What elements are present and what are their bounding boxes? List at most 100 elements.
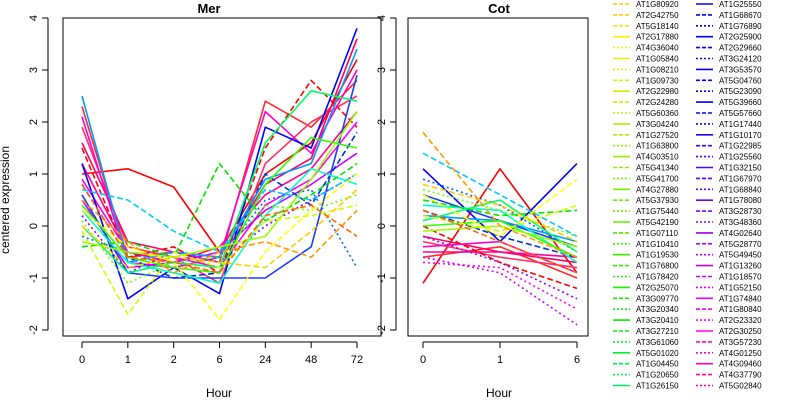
y-tick-label-cot: 0	[376, 223, 388, 229]
series-line-cot-14	[422, 178, 578, 253]
legend-label: AT5G01020	[636, 349, 679, 358]
legend-label: AT3G04240	[636, 120, 679, 129]
y-tick-label-mer: 3	[28, 67, 40, 73]
legend-label: AT1G75440	[636, 207, 679, 216]
legend: AT1G80920 AT2G42750 AT5G18140 AT2G17880 AT4G…	[613, 0, 762, 391]
series-line-mer-26	[81, 199, 358, 274]
legend-label: AT3G24120	[719, 55, 762, 64]
x-tick-label-cot: 6	[574, 354, 580, 366]
x-tick-label-cot: 1	[497, 354, 503, 366]
legend-label: AT1G25550	[719, 0, 762, 9]
legend-label: AT5G04760	[719, 76, 762, 85]
panel-cot: Cot Hour 0 1 6 -2 -1 0 1 2 3 4	[376, 1, 589, 400]
series-line-cot-8	[422, 261, 578, 310]
legend-label: AT4G37790	[719, 371, 762, 380]
series-line-cot-10	[422, 235, 578, 300]
legend-label: AT5G41700	[636, 174, 679, 183]
series-line-cot-23	[422, 204, 578, 232]
y-tick-label-cot: 1	[376, 171, 388, 177]
legend-label: AT5G57660	[719, 109, 762, 118]
series-line-mer-25	[81, 189, 358, 269]
series-line-cot-21	[422, 188, 578, 238]
legend-label: AT3G09770	[636, 294, 679, 303]
series-line-cot-5	[423, 251, 578, 258]
legend-label: AT1G32150	[719, 164, 762, 173]
legend-label: AT4G09460	[719, 360, 762, 369]
y-tick-label-cot: 2	[376, 119, 388, 125]
y-tick-label-mer: 0	[28, 223, 40, 229]
legend-label: AT2G24280	[636, 98, 679, 107]
legend-label: AT2G22980	[636, 87, 679, 96]
series-line-mer-16	[81, 173, 358, 253]
legend-label: AT5G39660	[719, 98, 762, 107]
legend-label: AT1G63800	[636, 142, 679, 151]
series-line-mer-27	[81, 183, 358, 274]
y-tick-label-mer: 2	[28, 119, 40, 125]
legend-label: AT4G02640	[719, 229, 762, 238]
legend-label: AT2G42750	[636, 11, 679, 20]
legend-label: AT1G67970	[719, 174, 762, 183]
legend-label: AT3G61060	[636, 338, 679, 347]
legend-label: AT3G28730	[719, 207, 762, 216]
x-tick-label-mer: 1	[125, 354, 131, 366]
y-axis-label: centered expression	[0, 146, 12, 254]
legend-label: AT5G18140	[636, 22, 679, 31]
series-line-cot-13	[422, 209, 578, 258]
legend-label: AT1G07110	[636, 229, 679, 238]
legend-label: AT5G02840	[719, 382, 762, 391]
legend-label: AT1G08210	[636, 65, 679, 74]
panel-title-mer: Mer	[197, 1, 220, 16]
series-line-cot-9	[422, 256, 578, 326]
series-line-cot-24	[422, 178, 578, 238]
legend-label: AT2G25900	[719, 33, 762, 42]
legend-label: AT3G20410	[636, 316, 679, 325]
legend-label: AT1G19530	[636, 251, 679, 260]
panel-mer: Mer Hour 0 1 2 6 24 48 72 -2 -1 0 1 2 3 4	[28, 1, 382, 400]
legend-label: AT5G28770	[719, 240, 762, 249]
legend-label: AT1G05840	[636, 55, 679, 64]
legend-label: AT1G78080	[719, 196, 762, 205]
legend-label: AT1G22985	[719, 142, 762, 151]
series-line-cot-27	[422, 209, 578, 274]
x-tick-label-mer: 72	[351, 354, 363, 366]
legend-label: AT1G74840	[719, 294, 762, 303]
legend-label: AT1G80920	[636, 0, 679, 9]
legend-label: AT1G10410	[636, 240, 679, 249]
legend-label: AT5G23090	[719, 87, 762, 96]
series-line-cot-20	[422, 220, 578, 258]
legend-label: AT3G27210	[636, 327, 679, 336]
plot-frame-cot	[407, 17, 589, 337]
series-line-mer-4	[81, 38, 358, 259]
legend-label: AT2G25070	[636, 283, 679, 292]
legend-label: AT4G03510	[636, 153, 679, 162]
series-line-cot-18	[422, 199, 578, 253]
plot-area-cot	[422, 131, 578, 326]
x-tick-label-cot: 0	[420, 354, 426, 366]
y-tick-label-cot: 3	[376, 67, 388, 73]
x-axis-label-mer: Hour	[206, 386, 232, 400]
legend-label: AT5G41340	[636, 164, 679, 173]
series-line-cot-19	[422, 199, 578, 217]
series-line-mer-23	[81, 204, 358, 316]
series-line-mer-22	[81, 111, 358, 259]
series-line-cot-2	[422, 246, 578, 279]
legend-label: AT5G42190	[636, 218, 679, 227]
series-line-cot-3	[422, 240, 578, 269]
y-tick-label-cot: -1	[376, 273, 388, 283]
series-line-mer-11	[81, 28, 358, 300]
y-tick-label-cot: -2	[376, 325, 388, 335]
series-line-mer-19	[81, 162, 358, 259]
legend-label: AT1G20650	[636, 371, 679, 380]
x-axis-label-cot: Hour	[486, 386, 512, 400]
series-line-cot-25	[422, 183, 578, 243]
legend-label: AT1G78420	[636, 273, 679, 282]
legend-label: AT1G52150	[719, 283, 762, 292]
legend-label: AT1G04450	[636, 360, 679, 369]
x-tick-label-mer: 48	[305, 354, 317, 366]
legend-label: AT1G76800	[636, 262, 679, 271]
legend-label: AT1G26150	[636, 382, 679, 391]
legend-label: AT1G76890	[719, 22, 762, 31]
legend-label: AT2G30250	[719, 327, 762, 336]
legend-label: AT3G20340	[636, 305, 679, 314]
